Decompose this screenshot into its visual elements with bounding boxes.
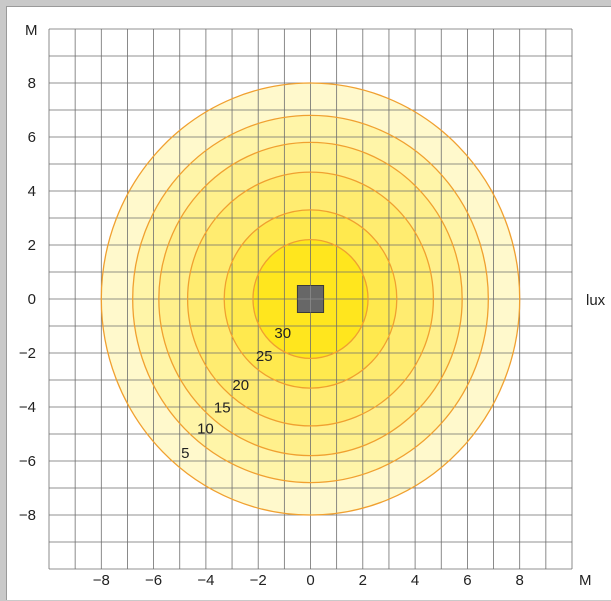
luminaire-layer (296, 285, 325, 313)
contour-line-20 (186, 171, 435, 427)
contour-line-25 (223, 209, 398, 389)
x-tick-label: 2 (359, 572, 367, 589)
x-tick-label: 0 (306, 572, 314, 589)
contour-label-10: 10 (197, 420, 214, 437)
contour-label-5: 5 (181, 445, 189, 462)
x-tick-label: −4 (197, 572, 214, 589)
x-tick-label: −6 (145, 572, 162, 589)
y-tick-label: 0 (28, 291, 36, 308)
x-tick-label: 8 (516, 572, 524, 589)
y-tick-label: −4 (19, 399, 36, 416)
contour-line-10 (132, 114, 489, 484)
y-tick-label: −6 (19, 453, 36, 470)
y-tick-label: 4 (28, 183, 36, 200)
y-tick-labels: 8 6 4 2 0 −2 −4 −6 −8 (19, 75, 36, 524)
chart-frame: 5 10 15 20 25 30 −8 −6 −4 −2 0 2 4 6 8 8 6 4 2 0 −2 −4 −6 −8 … (6, 6, 611, 600)
y-tick-label: 2 (28, 237, 36, 254)
x-tick-labels: −8 −6 −4 −2 0 2 4 6 8 (93, 572, 524, 589)
x-axis-label: M (579, 572, 592, 589)
x-tick-label: 4 (411, 572, 419, 589)
x-tick-label: −2 (250, 572, 267, 589)
contour-lines (100, 82, 521, 516)
x-tick-label: 6 (463, 572, 471, 589)
contour-line-5 (100, 82, 521, 516)
contour-line-30 (252, 238, 369, 360)
y-tick-label: −2 (19, 345, 36, 362)
contour-label-25: 25 (256, 348, 273, 365)
contour-label-20: 20 (232, 377, 249, 394)
y-tick-label: 8 (28, 75, 36, 92)
x-tick-label: −8 (93, 572, 110, 589)
contour-label-30: 30 (274, 325, 291, 342)
contour-label-15: 15 (214, 400, 231, 417)
y-axis-label: M (25, 22, 38, 39)
contour-line-15 (158, 141, 463, 457)
unit-label: lux (586, 292, 606, 309)
y-tick-label: −8 (19, 507, 36, 524)
y-tick-label: 6 (28, 129, 36, 146)
